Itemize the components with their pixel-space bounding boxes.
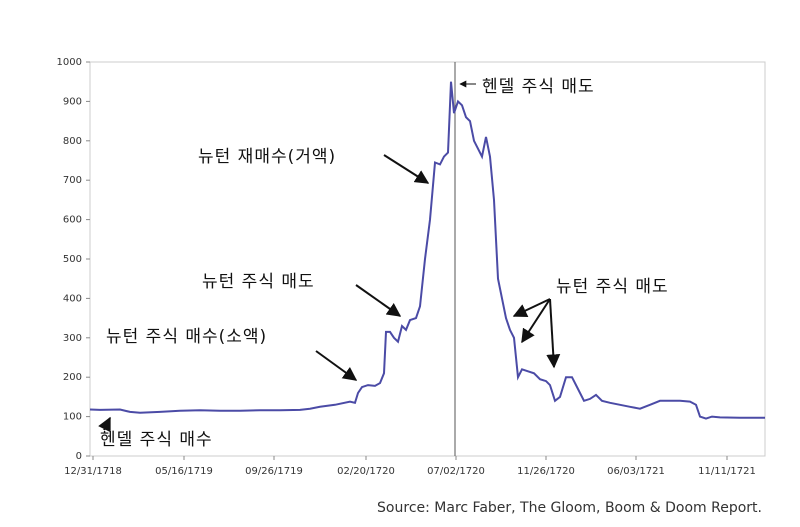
y-tick-label: 500	[63, 254, 82, 265]
x-tick-label: 11/11/1721	[698, 466, 756, 477]
x-tick-label: 07/02/1720	[427, 466, 485, 477]
annotation: 뉴턴 주식 매도	[202, 272, 315, 292]
annotation: 뉴턴 주식 매수(소액)	[106, 327, 267, 347]
price-line	[89, 81, 765, 420]
annotation-arrow	[512, 298, 551, 317]
annotation-arrow	[315, 350, 358, 381]
annotation-arrow	[355, 284, 402, 317]
y-tick-label: 200	[63, 372, 82, 383]
plot-frame	[89, 61, 766, 457]
annotation: 헨델 주식 매도	[482, 77, 595, 97]
annotation: 헨델 주식 매수	[100, 430, 213, 450]
annotation-arrow	[521, 298, 551, 344]
annotation: 뉴턴 재매수(거액)	[198, 147, 336, 167]
y-tick-label: 0	[76, 451, 82, 462]
x-tick-label: 09/26/1719	[245, 466, 303, 477]
x-tick-label: 02/20/1720	[337, 466, 395, 477]
x-tick-label: 12/31/1718	[64, 466, 122, 477]
annotation-arrow	[383, 154, 430, 184]
annotation-arrow	[98, 416, 111, 433]
y-tick-label: 900	[63, 96, 82, 107]
annotation: 뉴턴 주식 매도	[556, 277, 669, 297]
y-tick-label: 600	[63, 215, 82, 226]
x-tick-label: 11/26/1720	[517, 466, 575, 477]
y-tick-label: 800	[63, 136, 82, 147]
y-tick-label: 400	[63, 293, 82, 304]
y-tick-label: 1000	[57, 57, 82, 68]
y-tick-label: 300	[63, 333, 82, 344]
y-tick-label: 100	[63, 412, 82, 423]
x-tick-label: 05/16/1719	[155, 466, 213, 477]
y-tick-label: 700	[63, 175, 82, 186]
annotation-arrow	[546, 298, 561, 369]
source-note: Source: Marc Faber, The Gloom, Boom & Do…	[377, 500, 762, 516]
x-tick-label: 06/03/1721	[607, 466, 665, 477]
